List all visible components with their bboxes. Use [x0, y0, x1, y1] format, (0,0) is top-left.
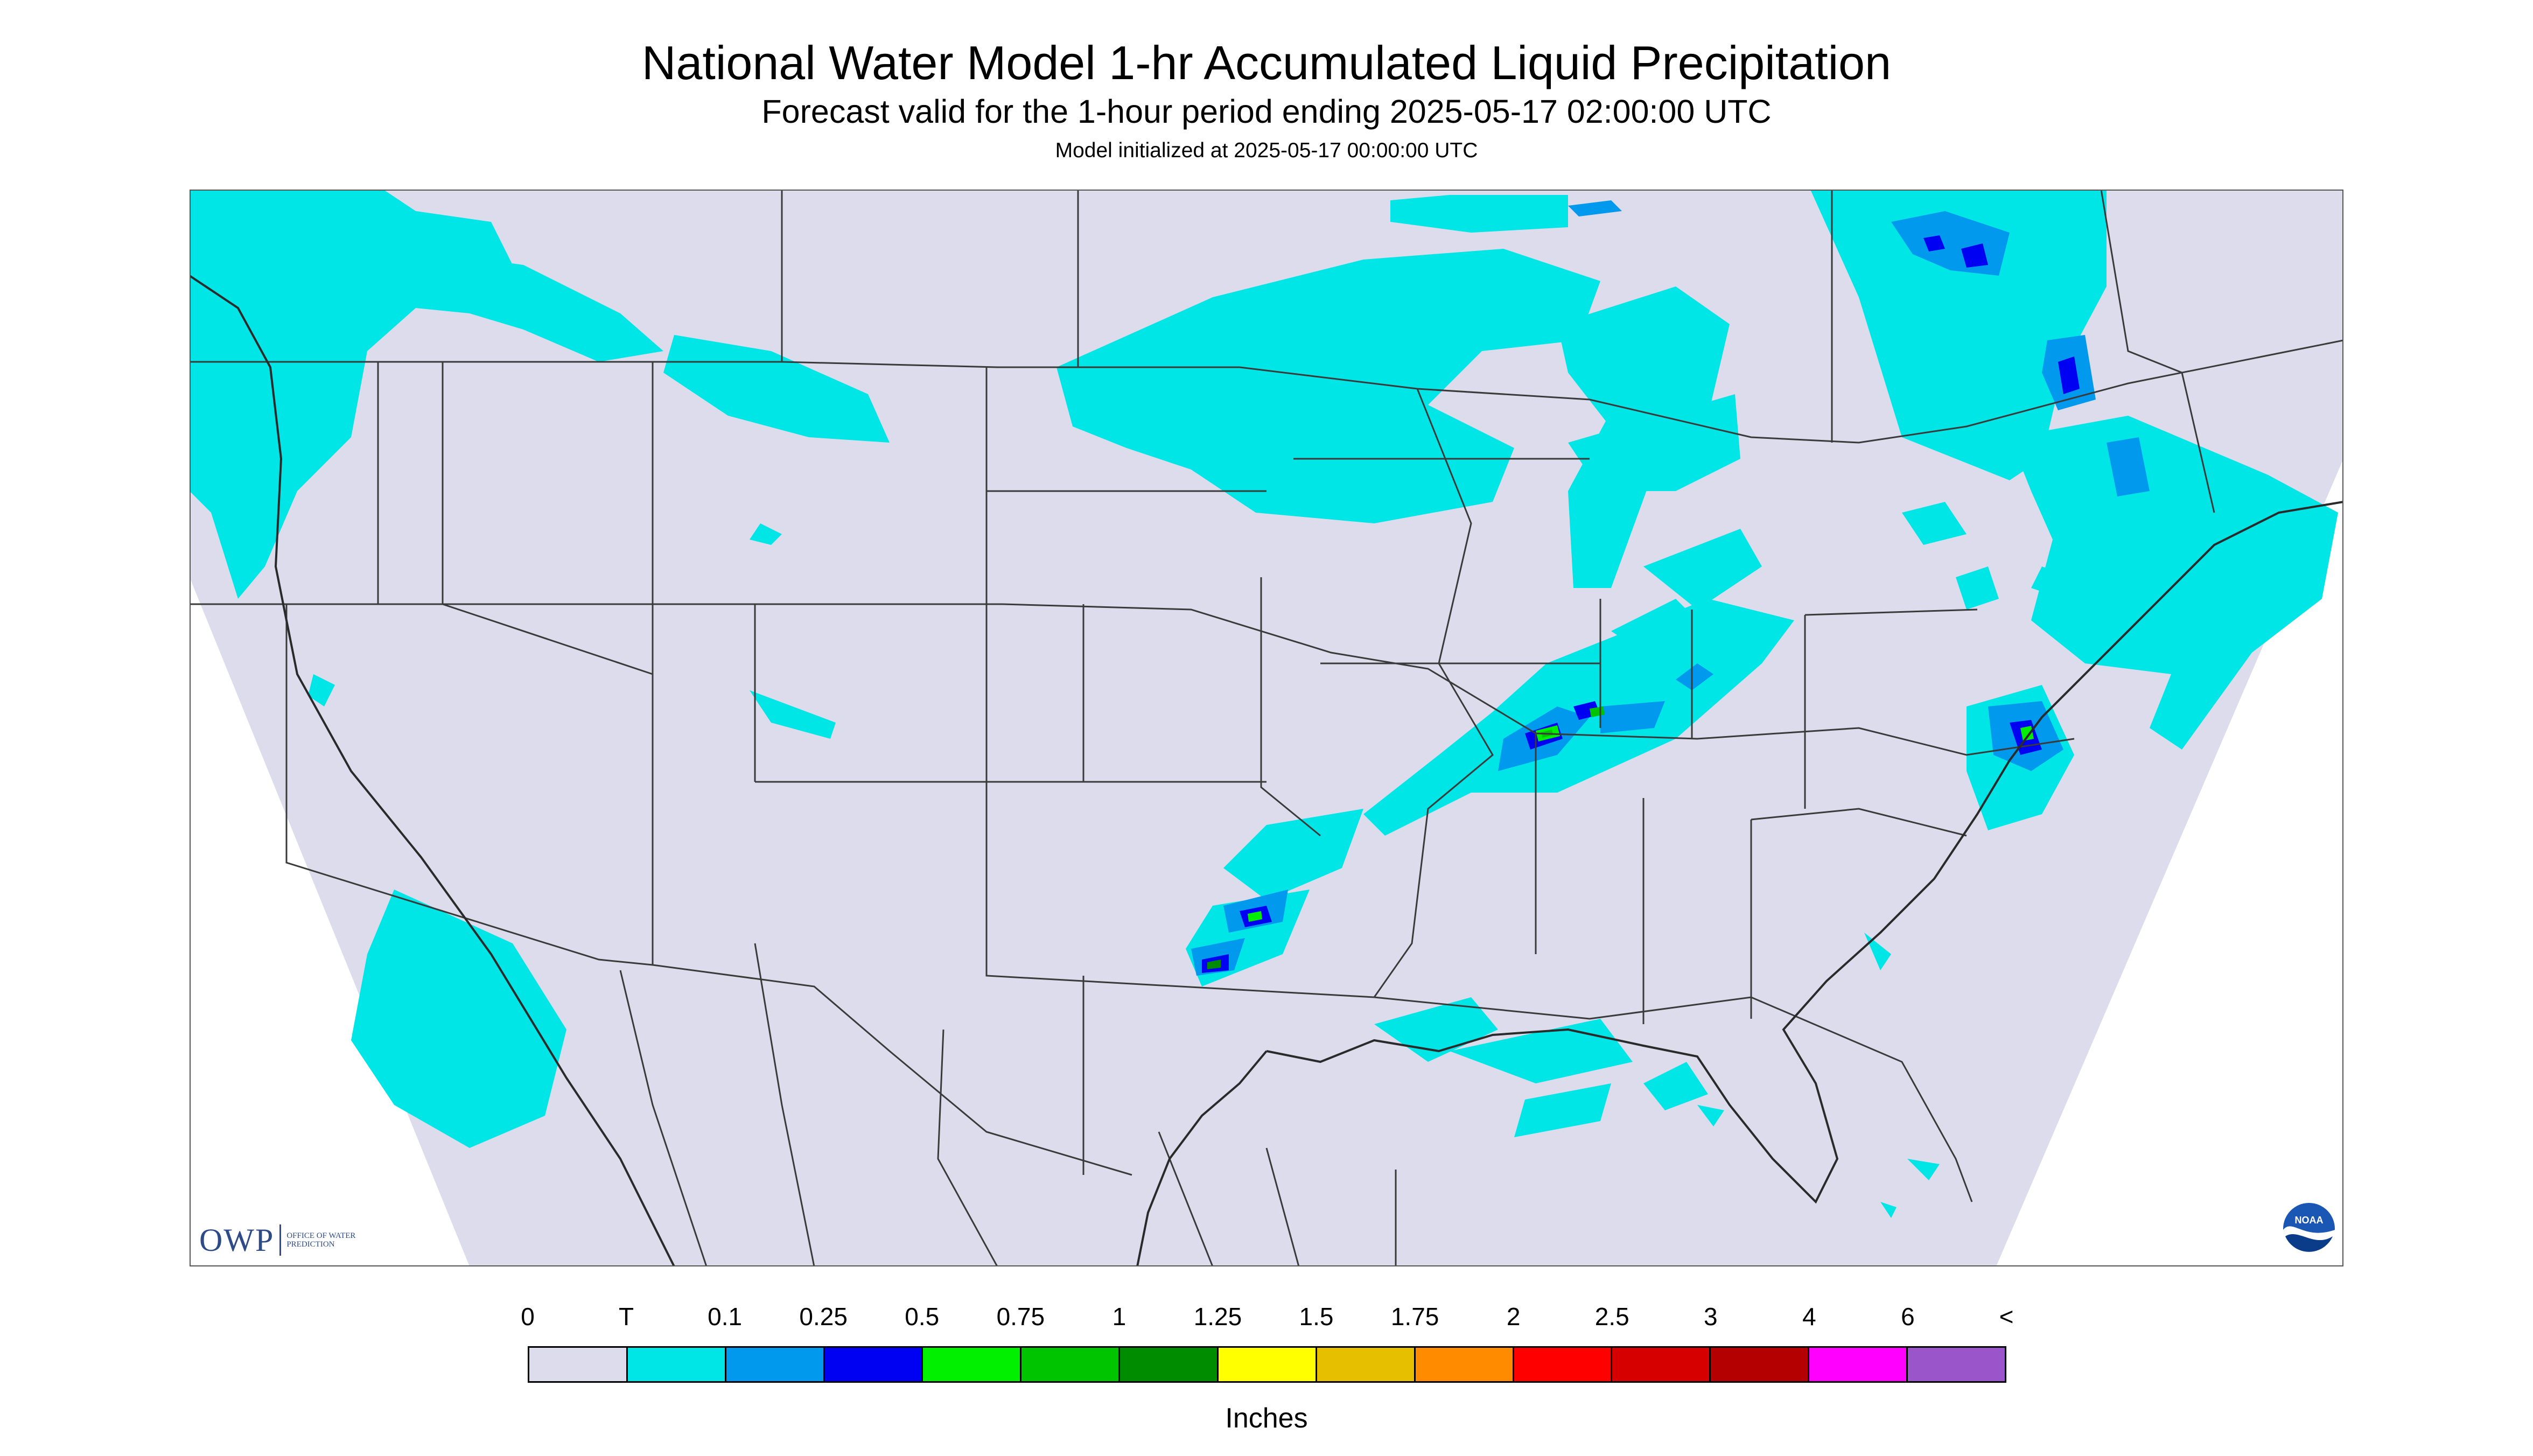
boundary-lines — [190, 190, 2343, 1266]
owp-logo: OWP Office of Water Prediction — [199, 1221, 362, 1259]
legend-tick-label: 0.75 — [996, 1303, 1045, 1331]
legend-swatch — [1415, 1348, 1514, 1381]
legend-tick-label: 4 — [1802, 1303, 1816, 1331]
owp-logo-mark: OWP — [199, 1222, 275, 1258]
legend-tick-label: 1.5 — [1299, 1303, 1334, 1331]
outside-domain-right — [1996, 459, 2343, 1266]
precipitation-map — [190, 190, 2343, 1266]
legend-swatch — [1809, 1348, 1908, 1381]
map-title: National Water Model 1-hr Accumulated Li… — [641, 36, 1892, 89]
legend-swatch — [529, 1348, 628, 1381]
coastlines — [190, 275, 2343, 1266]
legend-tick-label: T — [619, 1303, 634, 1331]
legend-tick-label: 0 — [521, 1303, 535, 1331]
legend-tick-label: 6 — [1901, 1303, 1915, 1331]
legend-tick-label: 0.5 — [905, 1303, 940, 1331]
forecast-valid-subtitle: Forecast valid for the 1-hour period end… — [761, 93, 1772, 130]
legend-swatch — [1514, 1348, 1613, 1381]
legend-tick-label: 1 — [1112, 1303, 1126, 1331]
legend-swatch — [1021, 1348, 1121, 1381]
legend-tick-label: 1.25 — [1193, 1303, 1242, 1331]
legend-swatch — [1908, 1348, 2005, 1381]
legend-tick-label: < — [1999, 1303, 2014, 1331]
legend-swatch — [1219, 1348, 1317, 1381]
legend-swatch — [1612, 1348, 1711, 1381]
legend-swatch — [726, 1348, 825, 1381]
legend-tick-label: 1.75 — [1390, 1303, 1439, 1331]
model-init-line: Model initialized at 2025-05-17 00:00:00… — [1055, 139, 1478, 162]
noaa-logo: NOAA — [2283, 1203, 2335, 1256]
legend-tick-label: 2.5 — [1594, 1303, 1629, 1331]
legend-tick-label: 0.1 — [708, 1303, 743, 1331]
legend-units-label: Inches — [1225, 1403, 1308, 1434]
legend-swatch — [627, 1348, 726, 1381]
legend-tick-label: 3 — [1704, 1303, 1718, 1331]
owp-logo-text: Office of Water Prediction — [286, 1231, 356, 1249]
legend-swatch — [1317, 1348, 1416, 1381]
legend-colorbar — [528, 1346, 2006, 1383]
legend-swatch — [824, 1348, 923, 1381]
legend-swatch — [923, 1348, 1022, 1381]
noaa-logo-text: NOAA — [2295, 1215, 2324, 1226]
owp-logo-separator — [279, 1224, 282, 1256]
legend-tick-label: 0.25 — [799, 1303, 848, 1331]
legend-swatch — [1711, 1348, 1810, 1381]
legend-tick-label: 2 — [1506, 1303, 1521, 1331]
precip-trace-areas — [190, 190, 2338, 1218]
legend-swatch — [1120, 1348, 1219, 1381]
